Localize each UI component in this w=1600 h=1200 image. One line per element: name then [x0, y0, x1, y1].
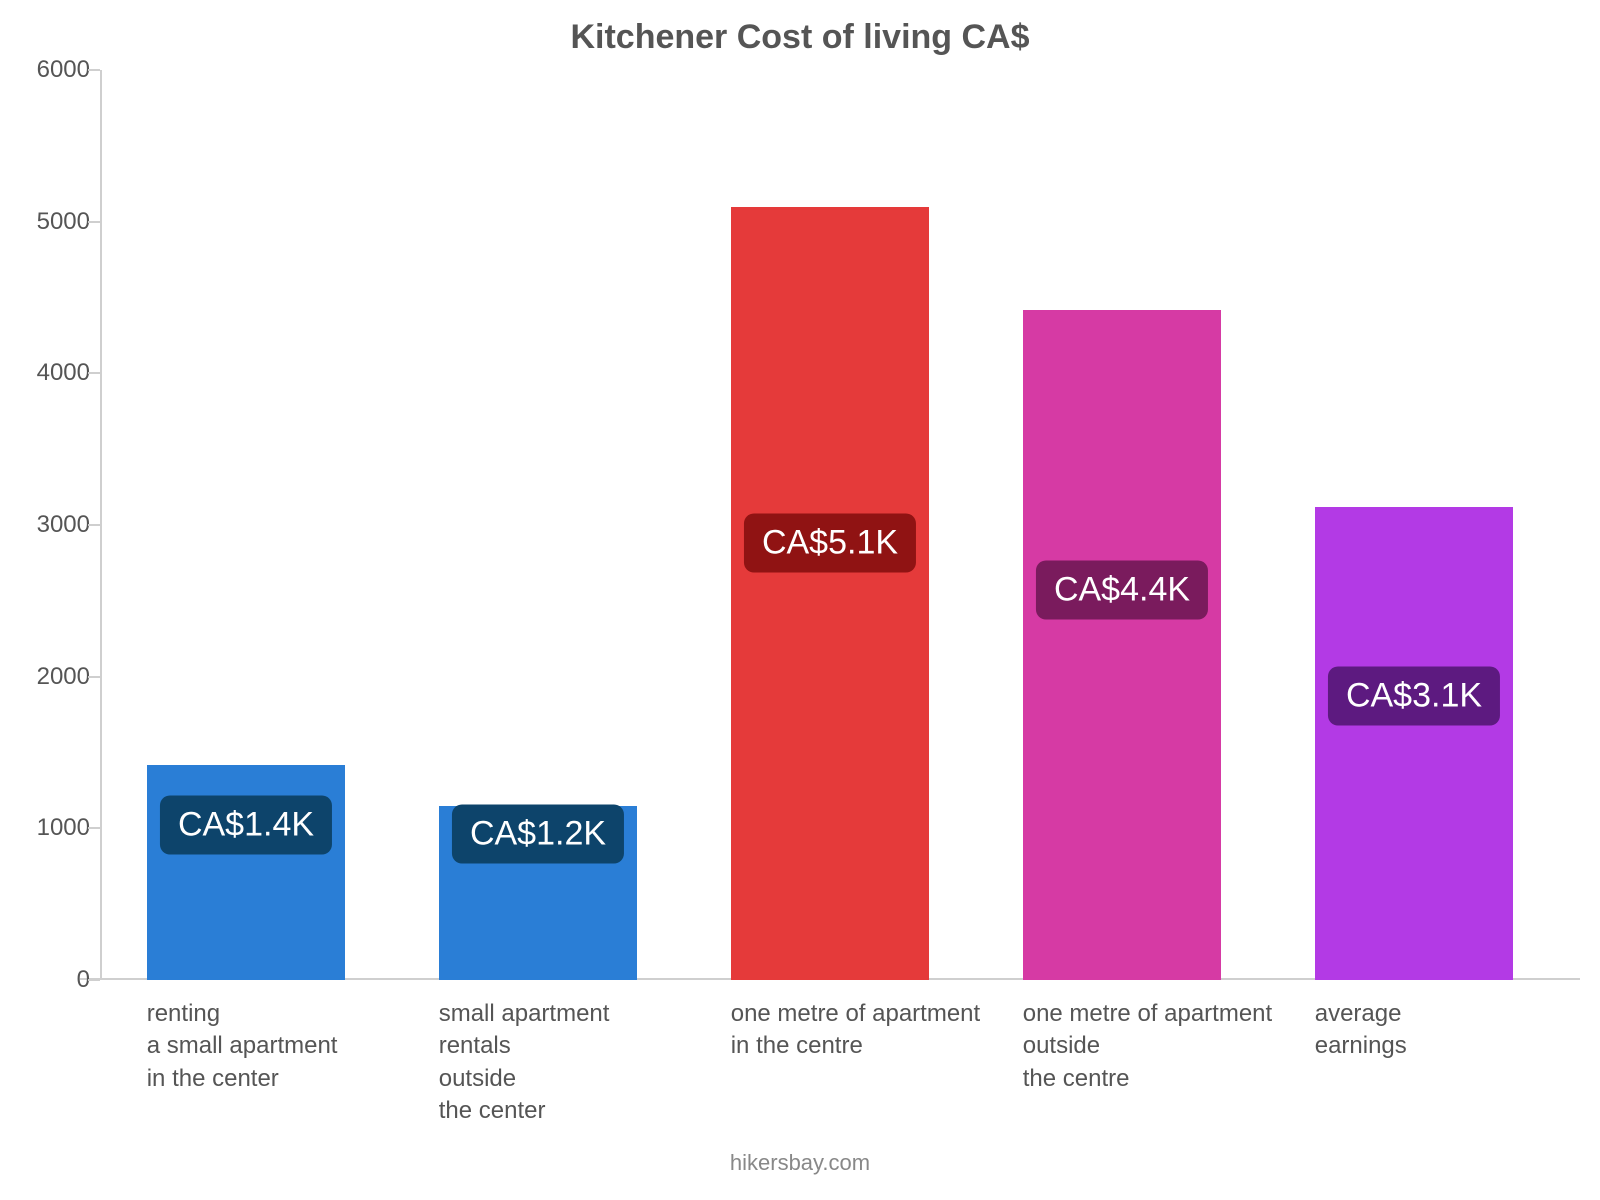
bar-value-label: CA$4.4K	[1036, 561, 1208, 620]
x-category-label: one metre of apartment in the centre	[731, 998, 1023, 1063]
y-tick-mark	[88, 221, 100, 223]
y-tick-label: 5000	[20, 208, 90, 236]
bar	[1315, 507, 1514, 980]
chart-container: Kitchener Cost of living CA$ CA$1.4KCA$1…	[0, 0, 1600, 1200]
bar	[731, 207, 930, 981]
y-tick-mark	[88, 979, 100, 981]
x-category-label: small apartment rentals outside the cent…	[439, 998, 731, 1128]
y-tick-label: 0	[20, 966, 90, 994]
x-category-label: renting a small apartment in the center	[147, 998, 439, 1095]
y-tick-label: 6000	[20, 56, 90, 84]
bar-value-label: CA$1.4K	[160, 796, 332, 855]
bar-value-label: CA$5.1K	[744, 514, 916, 573]
y-tick-label: 4000	[20, 359, 90, 387]
y-tick-label: 1000	[20, 814, 90, 842]
chart-plot-area: CA$1.4KCA$1.2KCA$5.1KCA$4.4KCA$3.1K 0100…	[100, 70, 1560, 980]
y-tick-mark	[88, 69, 100, 71]
y-tick-mark	[88, 524, 100, 526]
y-tick-mark	[88, 372, 100, 374]
x-category-label: average earnings	[1315, 998, 1600, 1063]
chart-footer-source: hikersbay.com	[0, 1150, 1600, 1176]
y-tick-label: 2000	[20, 663, 90, 691]
bar-value-label: CA$1.2K	[452, 805, 624, 864]
bars-group: CA$1.4K CA$1.2K CA$5.1K CA$4.4K CA$3.1K	[100, 70, 1560, 980]
y-tick-mark	[88, 676, 100, 678]
bar-value-label: CA$3.1K	[1328, 667, 1500, 726]
bar	[1023, 310, 1222, 980]
chart-title: Kitchener Cost of living CA$	[0, 18, 1600, 57]
x-category-label: one metre of apartment outside the centr…	[1023, 998, 1315, 1095]
y-tick-mark	[88, 827, 100, 829]
y-tick-label: 3000	[20, 511, 90, 539]
